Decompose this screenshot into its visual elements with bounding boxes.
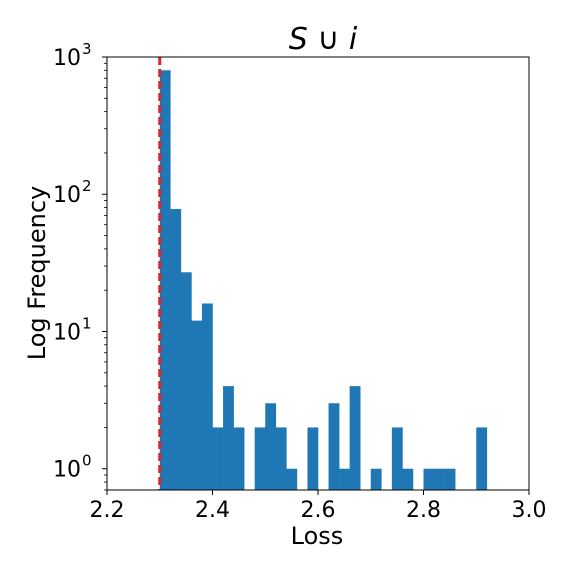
histogram-bar-20 [434,468,445,490]
histogram-bar-12 [307,427,319,490]
y-tick-exponent-2: 2 [82,177,92,195]
histogram-bar-3 [191,320,203,490]
x-tick-label-2: 2.6 [301,498,336,523]
x-tick-label-3: 2.8 [406,498,441,523]
histogram-bar-8 [254,427,266,490]
title-symbol-i: i [349,22,358,57]
x-tick-label-0: 2.2 [90,498,125,523]
histogram-bar-11 [286,468,298,490]
histogram-bar-22 [476,427,488,490]
x-axis-ticks: 2.2 2.4 2.6 2.8 3.0 [90,490,547,523]
y-tick-label-1: 10 [53,320,81,345]
title-symbol-s: S [289,22,308,57]
y-tick-exponent-3: 3 [82,40,92,58]
histogram-bar-1 [170,209,182,490]
x-tick-label-4: 3.0 [512,498,547,523]
bars-group [159,70,488,490]
histogram-bar-21 [444,468,456,490]
x-tick-label-1: 2.4 [195,498,230,523]
y-tick-label-2: 10 [53,183,81,208]
histogram-bar-17 [391,427,403,490]
title-union: ∪ [308,22,349,57]
y-tick-label-3: 10 [53,46,81,71]
histogram-bar-10 [275,427,287,490]
histogram-bar-4 [201,303,213,490]
x-axis-label: Loss [291,522,344,550]
histogram-bar-9 [265,403,277,490]
histogram-bar-2 [180,272,192,490]
histogram-bar-5 [212,427,224,490]
histogram-bar-18 [402,468,414,490]
y-tick-exponent-0: 0 [82,452,92,470]
histogram-bar-15 [349,386,361,490]
histogram-bar-13 [328,403,340,490]
y-tick-label-0: 10 [53,458,81,483]
histogram-bar-16 [370,468,382,490]
histogram-bar-14 [339,468,350,490]
histogram-bar-7 [233,427,245,490]
chart-title: S ∪ i [289,22,358,57]
histogram-bar-19 [423,468,435,490]
histogram-bar-6 [223,386,234,490]
y-axis-label: Log Frequency [23,186,51,360]
y-tick-exponent-1: 1 [82,314,92,332]
histogram-bar-0 [159,70,171,490]
